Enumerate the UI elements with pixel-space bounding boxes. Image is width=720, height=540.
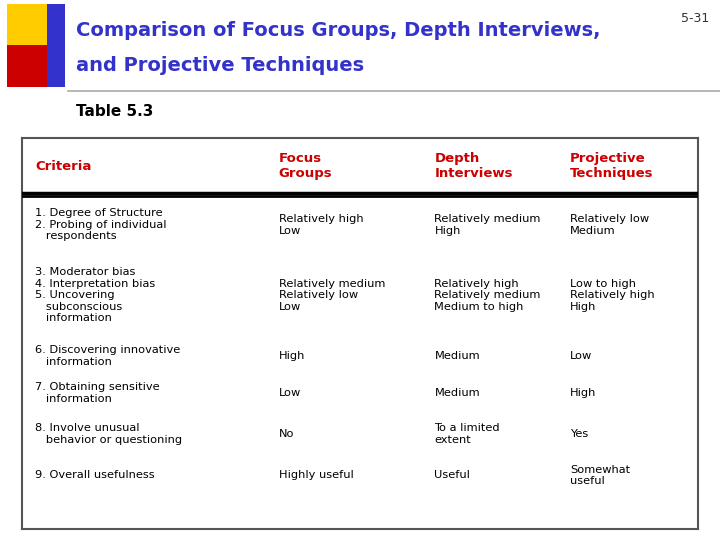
Text: Yes: Yes <box>570 429 588 439</box>
Text: Criteria: Criteria <box>35 160 91 173</box>
Text: Relatively medium
Relatively low
Low: Relatively medium Relatively low Low <box>279 279 385 312</box>
Text: High: High <box>570 388 596 398</box>
Text: 3. Moderator bias
4. Interpretation bias
5. Uncovering
   subconscious
   inform: 3. Moderator bias 4. Interpretation bias… <box>35 267 156 323</box>
FancyBboxPatch shape <box>7 4 47 46</box>
Text: 8. Involve unusual
   behavior or questioning: 8. Involve unusual behavior or questioni… <box>35 423 182 445</box>
Text: Medium: Medium <box>434 351 480 361</box>
Text: No: No <box>279 429 294 439</box>
FancyBboxPatch shape <box>7 45 47 87</box>
Text: 6. Discovering innovative
   information: 6. Discovering innovative information <box>35 345 181 367</box>
Text: Relatively high
Low: Relatively high Low <box>279 214 364 235</box>
Text: Medium: Medium <box>434 388 480 398</box>
Text: 7. Obtaining sensitive
   information: 7. Obtaining sensitive information <box>35 382 160 404</box>
Text: Somewhat
useful: Somewhat useful <box>570 464 630 486</box>
Text: and Projective Techniques: and Projective Techniques <box>76 56 364 76</box>
Text: Highly useful: Highly useful <box>279 470 354 481</box>
Text: Low: Low <box>279 388 301 398</box>
Text: Projective
Techniques: Projective Techniques <box>570 152 653 180</box>
Text: 9. Overall usefulness: 9. Overall usefulness <box>35 470 155 481</box>
Text: Low to high
Relatively high
High: Low to high Relatively high High <box>570 279 654 312</box>
Text: Relatively medium
High: Relatively medium High <box>434 214 541 235</box>
Text: Table 5.3: Table 5.3 <box>76 104 153 119</box>
Text: Useful: Useful <box>434 470 470 481</box>
Text: Comparison of Focus Groups, Depth Interviews,: Comparison of Focus Groups, Depth Interv… <box>76 22 600 40</box>
Text: 1. Degree of Structure
2. Probing of individual
   respondents: 1. Degree of Structure 2. Probing of ind… <box>35 208 166 241</box>
FancyBboxPatch shape <box>47 4 65 87</box>
Text: Depth
Interviews: Depth Interviews <box>434 152 513 180</box>
Text: Relatively high
Relatively medium
Medium to high: Relatively high Relatively medium Medium… <box>434 279 541 312</box>
Text: Relatively low
Medium: Relatively low Medium <box>570 214 649 235</box>
Text: Focus
Groups: Focus Groups <box>279 152 333 180</box>
Text: 5-31: 5-31 <box>681 12 709 25</box>
Text: Low: Low <box>570 351 592 361</box>
Text: High: High <box>279 351 305 361</box>
Text: To a limited
extent: To a limited extent <box>434 423 500 445</box>
